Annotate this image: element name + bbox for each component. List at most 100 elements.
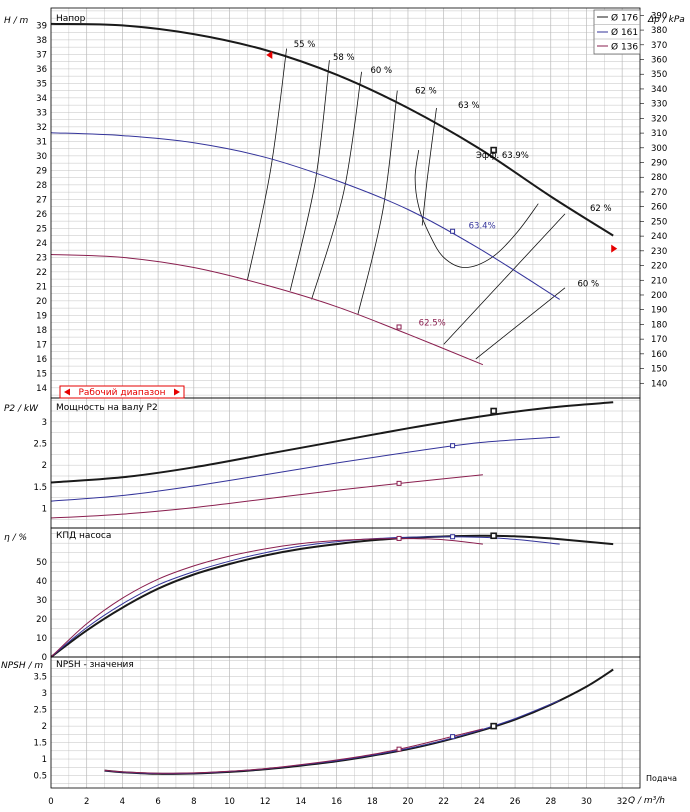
x-axis-label: Q / m³/h — [628, 796, 665, 806]
head-bep-marker-136 — [396, 324, 402, 330]
dp-tick-label: 290 — [651, 159, 667, 169]
head-bep-marker-161 — [450, 228, 456, 234]
efficiency-label-62: 62 % — [590, 204, 612, 214]
dp-tick-label: 390 — [651, 11, 667, 21]
head-y-tick-label: 38 — [36, 36, 47, 46]
npsh-y-tick-label: 2 — [42, 722, 47, 732]
dp-tick-label: 380 — [651, 26, 667, 36]
head-y-tick-label: 27 — [36, 195, 47, 205]
dp-tick-label: 140 — [651, 379, 667, 389]
dp-tick-label: 220 — [651, 262, 667, 272]
efficiency-isoline-62-right — [443, 213, 566, 345]
efficiency-curve-136 — [50, 538, 483, 658]
head-y-tick-label: 23 — [36, 253, 47, 263]
efficiency-isoline-63-4 — [414, 150, 539, 268]
head-curve-176 — [50, 22, 614, 237]
x-tick-label: 26 — [510, 797, 521, 807]
efficiency-label-55: 55 % — [294, 40, 316, 50]
head-y-tick-label: 35 — [36, 79, 47, 89]
efficiency-y-tick-label: 40 — [36, 577, 47, 587]
power-bep-marker-161 — [450, 443, 456, 449]
x-tick-label: 28 — [545, 797, 556, 807]
head-y-tick-label: 37 — [36, 50, 47, 60]
head-y-tick-label: 36 — [36, 65, 47, 75]
head-y-tick-label: 34 — [36, 94, 47, 104]
dp-tick-label: 210 — [651, 276, 667, 286]
dp-tick-label: 160 — [651, 350, 667, 360]
head-y-tick-label: 31 — [36, 137, 47, 147]
power-panel-title: Мощность на валу P2 — [56, 403, 158, 413]
head-y-tick-label: 39 — [36, 21, 47, 31]
dp-tick-label: 340 — [651, 85, 667, 95]
efficiency-bep-marker-136 — [396, 535, 402, 541]
x-tick-label: 8 — [191, 797, 196, 807]
dp-tick-label: 180 — [651, 320, 667, 330]
head-panel-title: Напор — [56, 14, 86, 24]
power-y-tick-label: 3 — [42, 418, 47, 428]
power-y-tick-label: 1.5 — [33, 483, 47, 493]
arrow-left-icon — [64, 388, 70, 396]
x-tick-label: 24 — [474, 797, 485, 807]
efficiency-curve-176 — [50, 534, 614, 658]
dp-tick-label: 240 — [651, 232, 667, 242]
power-curve-176 — [50, 401, 614, 484]
efficiency-y-tick-label: 20 — [36, 615, 47, 625]
dp-tick-label: 330 — [651, 100, 667, 110]
arrow-right-icon — [174, 388, 180, 396]
npsh-bep-marker-136 — [396, 746, 402, 752]
npsh-y-tick-label: 3.5 — [33, 673, 47, 683]
x-tick-label: 32 — [617, 797, 628, 807]
head-y-tick-label: 32 — [36, 123, 47, 133]
head-curve-161 — [50, 132, 560, 300]
dp-tick-label: 190 — [651, 306, 667, 316]
efficiency-label-62-5: 62.5% — [419, 319, 446, 329]
dp-tick-label: 300 — [651, 144, 667, 154]
legend-label-d161: Ø 161 — [611, 27, 638, 38]
x-tick-label: 18 — [367, 797, 378, 807]
x-tick-label: 2 — [84, 797, 89, 807]
x-tick-label: 0 — [48, 797, 53, 807]
power-bep-marker-136 — [396, 480, 402, 486]
efficiency-label-63: 63 % — [458, 101, 480, 111]
efficiency-isoline-60-right — [475, 287, 566, 360]
efficiency-isoline-55 — [246, 48, 287, 281]
frame-layer — [50, 7, 644, 789]
dp-axis-label: Δp / kPa — [647, 15, 685, 25]
x-tick-label: 6 — [155, 797, 160, 807]
power-y-tick-label: 2.5 — [33, 440, 47, 450]
legend-label-d136: Ø 136 — [611, 42, 638, 53]
efficiency-panel-title: КПД насоса — [56, 531, 111, 541]
flow-caption: Подача — [646, 774, 677, 783]
dp-tick-label: 280 — [651, 173, 667, 183]
dp-tick-label: 170 — [651, 335, 667, 345]
npsh-y-tick-label: 1.5 — [33, 739, 47, 749]
npsh-panel-title: NPSH - значения — [56, 660, 134, 670]
dp-tick-label: 310 — [651, 129, 667, 139]
efficiency-axis-label: η / % — [4, 533, 27, 543]
efficiency-label-60: 60 % — [370, 66, 392, 76]
npsh-axis-label: NPSH / m — [1, 661, 43, 671]
x-tick-label: 12 — [260, 797, 271, 807]
efficiency-y-tick-label: 50 — [36, 558, 47, 568]
head-y-tick-label: 14 — [36, 384, 47, 394]
efficiency-label-62: 62 % — [415, 87, 437, 97]
efficiency-curve-161 — [50, 536, 560, 658]
head-y-tick-label: 16 — [36, 355, 47, 365]
x-tick-label: 22 — [438, 797, 449, 807]
head-y-tick-label: 25 — [36, 224, 47, 234]
head-y-tick-label: 30 — [36, 152, 47, 162]
dp-tick-label: 230 — [651, 247, 667, 257]
efficiency-bep-marker-176 — [490, 532, 497, 540]
dp-tick-label: 150 — [651, 365, 667, 375]
head-y-tick-label: 26 — [36, 210, 47, 220]
working-range-label: Рабочий диапазон — [78, 388, 165, 398]
head-y-tick-label: 28 — [36, 181, 47, 191]
x-tick-label: 14 — [295, 797, 306, 807]
head-y-tick-label: 19 — [36, 311, 47, 321]
head-y-tick-label: 15 — [36, 369, 47, 379]
efficiency-label-58: 58 % — [333, 53, 355, 63]
x-tick-label: 30 — [581, 797, 592, 807]
dp-tick-label: 370 — [651, 41, 667, 51]
head-y-tick-label: 18 — [36, 326, 47, 336]
